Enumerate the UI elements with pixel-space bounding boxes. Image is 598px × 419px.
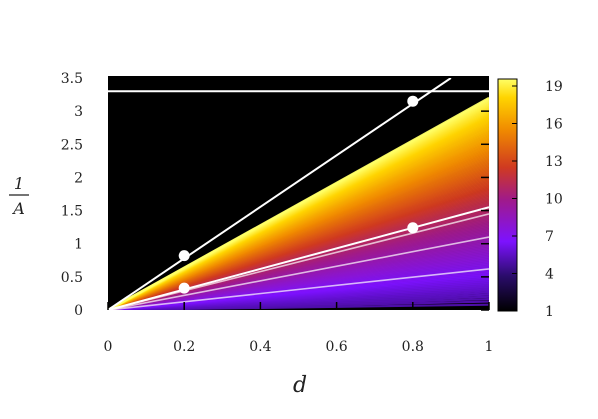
diagonal-reference-line: [108, 78, 452, 310]
x-tick-label: 0.8: [402, 339, 424, 355]
y-axis-label-denominator: A: [11, 199, 25, 218]
y-tick-label: 3.5: [61, 71, 83, 87]
x-tick-label: 0.2: [173, 339, 195, 355]
y-tick-label: 0.5: [61, 270, 83, 286]
marked-points: [178, 95, 419, 294]
data-point: [178, 282, 190, 294]
colorbar-tick-label: 19: [545, 79, 563, 95]
axis-ticks: 0 0.2 0.4 0.6 0.8 1 0 0.5 1 1.5 2 2.5 3 3.5: [61, 71, 494, 355]
colorbar-tick-label: 16: [545, 117, 563, 133]
colorbar: [497, 78, 518, 312]
x-tick-label: 0.6: [325, 339, 347, 355]
diagonal-reference-line: [108, 206, 489, 310]
family-line: [108, 96, 489, 310]
data-point: [407, 222, 419, 234]
data-point: [407, 95, 419, 107]
line-family: [108, 96, 489, 310]
x-tick-label: 0: [104, 339, 113, 355]
x-tick-label: 1: [485, 339, 494, 355]
colorbar-tick-label: 7: [545, 229, 554, 245]
x-axis-label: d: [293, 373, 307, 398]
family-line-highlight: [108, 236, 489, 310]
colorbar-tick-label: 4: [545, 267, 554, 283]
colorbar-tick-label: 13: [545, 154, 563, 170]
y-tick-label: 2: [74, 170, 83, 186]
colorbar-ticks: 1 4 7 10 13 16 19: [512, 79, 563, 320]
y-tick-label: 1: [74, 237, 83, 253]
y-tick-label: 3: [74, 104, 83, 120]
colorbar-tick-label: 1: [545, 304, 554, 320]
overlay-lines: [108, 78, 489, 310]
y-tick-label: 2.5: [61, 137, 83, 153]
colorbar-tick-label: 10: [545, 192, 563, 208]
y-axis-label-numerator: 1: [14, 174, 24, 193]
family-line-highlight: [108, 213, 489, 310]
y-tick-label: 0: [74, 303, 83, 319]
y-tick-label: 1.5: [61, 204, 83, 220]
family-line-highlight: [108, 268, 489, 310]
data-point: [178, 250, 190, 262]
x-tick-label: 0.4: [249, 339, 271, 355]
